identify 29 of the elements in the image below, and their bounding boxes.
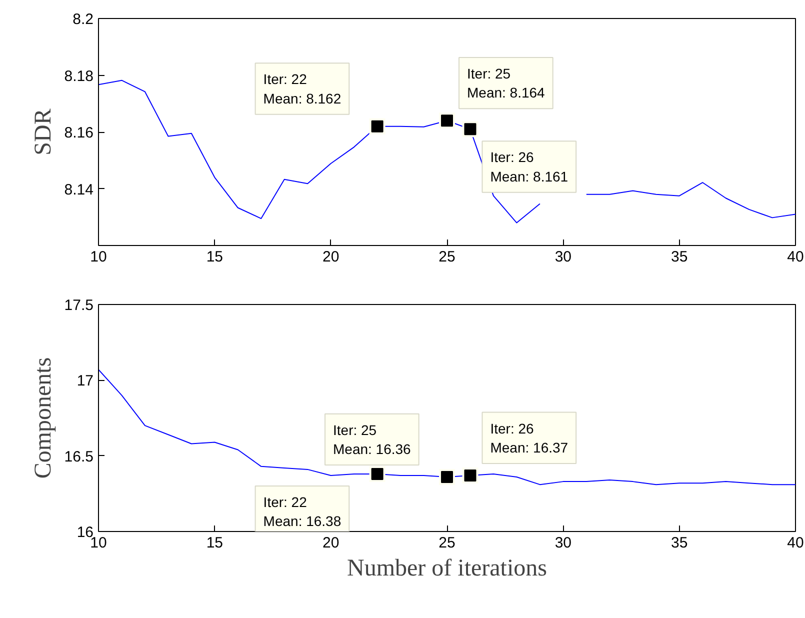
y-axis-title: SDR bbox=[30, 108, 56, 156]
x-tick-label: 10 bbox=[90, 248, 107, 266]
y-tick-label: 8.18 bbox=[64, 68, 94, 85]
x-tick-label: 40 bbox=[787, 534, 804, 552]
annotation: Iter: 26 Mean: 16.37 bbox=[490, 420, 568, 456]
y-tick-label: 8.2 bbox=[72, 11, 94, 28]
x-axis-title: Number of iterations bbox=[347, 556, 547, 582]
x-tick-label: 15 bbox=[206, 248, 224, 266]
x-tick-label: 40 bbox=[787, 248, 804, 266]
annotation: Iter: 22 Mean: 8.162 bbox=[263, 71, 342, 106]
x-tick-label: 35 bbox=[670, 534, 688, 552]
x-tick-label: 15 bbox=[206, 534, 224, 552]
y-tick-label: 8.14 bbox=[64, 181, 94, 198]
x-tick-label: 30 bbox=[554, 248, 572, 266]
x-tick-label: 25 bbox=[438, 534, 456, 552]
annotation: Iter: 22 Mean: 16.38 bbox=[263, 494, 342, 530]
annotation: Iter: 26 Mean: 8.161 bbox=[490, 149, 568, 184]
y-tick-label: 17 bbox=[76, 372, 94, 390]
x-tick-label: 25 bbox=[438, 248, 456, 266]
x-tick-label: 30 bbox=[554, 534, 572, 552]
x-tick-label: 20 bbox=[322, 248, 340, 266]
y-axis-title: Components bbox=[30, 357, 56, 479]
annotation: Iter: 25 Mean: 16.36 bbox=[333, 422, 412, 458]
annotation: Iter: 25 Mean: 8.164 bbox=[467, 65, 546, 101]
x-tick-label: 35 bbox=[670, 248, 688, 266]
y-tick-label: 16.5 bbox=[64, 448, 94, 466]
y-tick-label: 17.5 bbox=[64, 297, 94, 314]
x-tick-label: 20 bbox=[322, 534, 340, 552]
y-tick-label: 8.16 bbox=[64, 124, 94, 142]
